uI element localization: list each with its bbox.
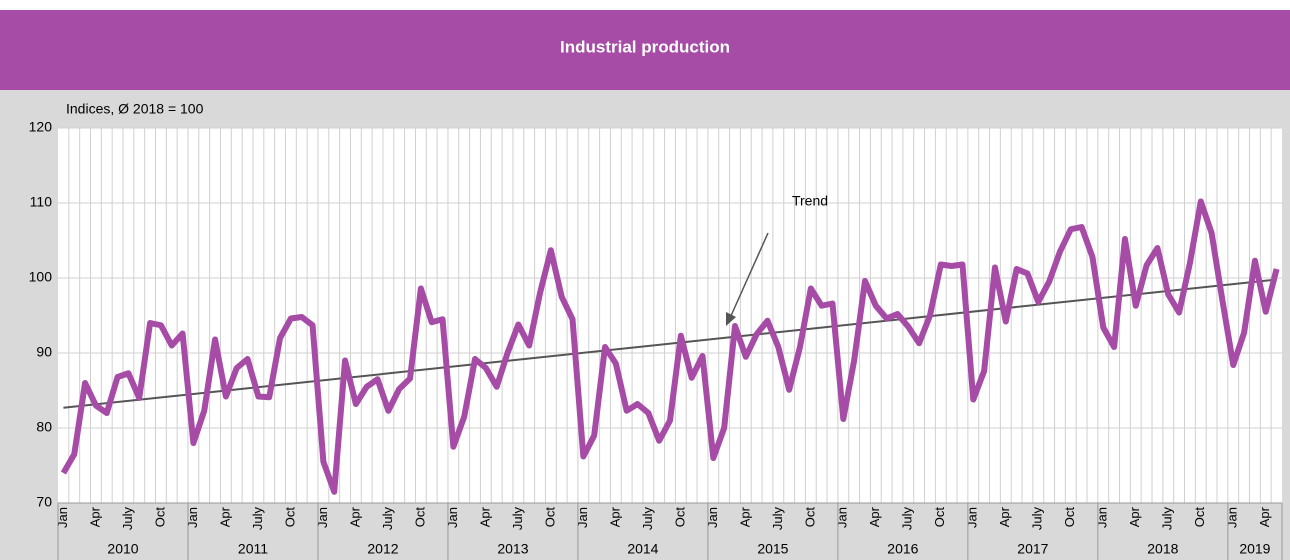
y-tick-label: 80 <box>36 419 52 435</box>
trend-arrowhead <box>726 312 736 326</box>
x-tick-label: Oct <box>1192 507 1207 528</box>
x-tick-label: Jan <box>55 507 70 528</box>
y-tick-label: 70 <box>36 494 52 510</box>
x-tick-label: Apr <box>997 506 1012 527</box>
year-label: 2010 <box>107 541 138 557</box>
x-tick-label: Jan <box>835 507 850 528</box>
x-tick-label: Jan <box>445 507 460 528</box>
x-tick-label: Jan <box>1225 507 1240 528</box>
x-tick-label: Jan <box>705 507 720 528</box>
y-tick-label: 90 <box>36 344 52 360</box>
x-tick-label: Jan <box>965 507 980 528</box>
x-tick-label: Apr <box>1127 506 1142 527</box>
x-tick-label: Apr <box>87 506 102 527</box>
trend-line <box>63 278 1277 409</box>
x-tick-label: July <box>510 507 525 531</box>
x-tick-label: Oct <box>672 507 687 528</box>
x-tick-label: Jan <box>575 507 590 528</box>
x-tick-label: Jan <box>315 507 330 528</box>
trend-arrow <box>729 232 769 319</box>
title-bar <box>0 10 1290 90</box>
x-tick-label: July <box>770 507 785 531</box>
x-tick-label: Jan <box>1095 507 1110 528</box>
plot-area <box>58 128 1282 503</box>
year-label: 2013 <box>497 541 528 557</box>
x-tick-label: Apr <box>477 506 492 527</box>
x-tick-label: July <box>1030 507 1045 531</box>
x-tick-label: Oct <box>152 507 167 528</box>
x-tick-label: Oct <box>542 507 557 528</box>
year-label: 2011 <box>238 541 268 557</box>
x-tick-label: Apr <box>737 506 752 527</box>
x-tick-label: July <box>120 507 135 531</box>
y-tick-label: 120 <box>29 119 53 135</box>
x-tick-label: July <box>380 507 395 531</box>
x-tick-label: Oct <box>802 507 817 528</box>
x-tick-label: Oct <box>282 507 297 528</box>
year-label: 2019 <box>1239 541 1270 557</box>
x-tick-label: July <box>1160 507 1175 531</box>
x-tick-label: Apr <box>867 506 882 527</box>
x-tick-label: Apr <box>607 506 622 527</box>
y-tick-label: 100 <box>29 269 53 285</box>
x-tick-label: July <box>250 507 265 531</box>
year-label: 2017 <box>1017 541 1048 557</box>
y-axis-label: Indices, Ø 2018 = 100 <box>66 101 204 117</box>
x-tick-label: Apr <box>217 506 232 527</box>
x-tick-label: Oct <box>932 507 947 528</box>
x-tick-label: July <box>640 507 655 531</box>
year-label: 2015 <box>757 541 788 557</box>
year-label: 2018 <box>1147 541 1178 557</box>
x-tick-label: Jan <box>185 507 200 528</box>
data-line <box>60 198 1280 495</box>
x-tick-label: Apr <box>1257 506 1272 527</box>
year-label: 2016 <box>887 541 918 557</box>
x-tick-label: Oct <box>1062 507 1077 528</box>
year-label: 2012 <box>367 541 398 557</box>
x-tick-label: July <box>900 507 915 531</box>
x-tick-label: Apr <box>347 506 362 527</box>
y-tick-label: 110 <box>30 194 53 210</box>
x-tick-label: Oct <box>412 507 427 528</box>
chart-title: Industrial production <box>560 37 730 56</box>
year-label: 2014 <box>627 541 658 557</box>
trend-label: Trend <box>792 193 828 209</box>
